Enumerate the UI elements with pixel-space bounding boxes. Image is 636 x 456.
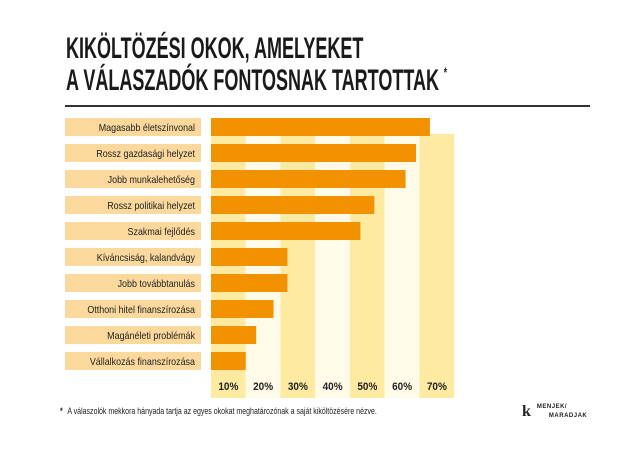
bar: [211, 352, 246, 370]
category-label-bg: [65, 326, 201, 344]
logo: k MENJEK/MARADJAK: [522, 403, 587, 421]
x-tick-label: 70%: [427, 381, 447, 393]
category-label-bg: [65, 170, 201, 188]
footnote: * A válaszolók mekkora hányada tartja az …: [60, 406, 377, 417]
category-label-bg: [65, 352, 201, 370]
category-label-bg: [65, 118, 201, 136]
category-label: Jobb munkalehetőség: [108, 174, 195, 186]
category-label: Jobb továbbtanulás: [118, 278, 195, 290]
bar: [211, 170, 406, 188]
x-tick-label: 40%: [323, 381, 343, 393]
category-label: Szakmai fejlődés: [128, 226, 195, 238]
x-tick-label: 50%: [357, 381, 377, 393]
category-label: Magasabb életszínvonal: [99, 122, 195, 134]
x-tick-label: 60%: [392, 381, 412, 393]
x-tick-label: 30%: [288, 381, 308, 393]
category-label-bg: [65, 144, 201, 162]
bar: [211, 144, 417, 162]
bar: [211, 274, 288, 292]
category-label: Rossz gazdasági helyzet: [96, 148, 195, 160]
category-label-bg: [65, 196, 201, 214]
x-tick-label: 20%: [253, 381, 273, 393]
category-label-bg: [65, 274, 201, 292]
category-label: Kíváncsiság, kalandvágy: [97, 252, 196, 264]
x-tick-label: 10%: [218, 381, 238, 393]
logo-line-1: MENJEK/: [536, 404, 568, 410]
title-asterisk: *: [443, 64, 448, 80]
category-label: Otthoni hitel finanszírozása: [87, 304, 195, 316]
bar: [211, 196, 375, 214]
logo-mark: k: [522, 403, 531, 420]
grid-band: [419, 134, 455, 398]
logo-line-2: MARADJAK: [548, 413, 588, 419]
title-divider: [65, 105, 590, 107]
bar: [211, 118, 430, 136]
bar: [211, 248, 288, 266]
category-label: Rossz politikai helyzet: [107, 200, 195, 212]
category-label: Magánéleti problémák: [107, 330, 195, 342]
category-label-bg: [65, 248, 201, 266]
title-line-1: KIKÖLTÖZÉSI OKOK, AMELYEKET: [66, 32, 364, 65]
category-label-bg: [65, 300, 201, 318]
footnote-text: A válaszolók mekkora hányada tartja az e…: [67, 406, 377, 416]
category-label: Vállalkozás finanszírozása: [90, 356, 195, 368]
bar: [211, 222, 361, 240]
chart-title: KIKÖLTÖZÉSI OKOK, AMELYEKET A VÁLASZADÓK…: [66, 33, 447, 97]
footnote-asterisk: *: [60, 406, 63, 416]
category-label-bg: [65, 222, 201, 240]
bar: [211, 326, 257, 344]
title-line-2: A VÁLASZADÓK FONTOSNAK TARTOTTAK: [66, 64, 439, 97]
bar: [211, 300, 274, 318]
